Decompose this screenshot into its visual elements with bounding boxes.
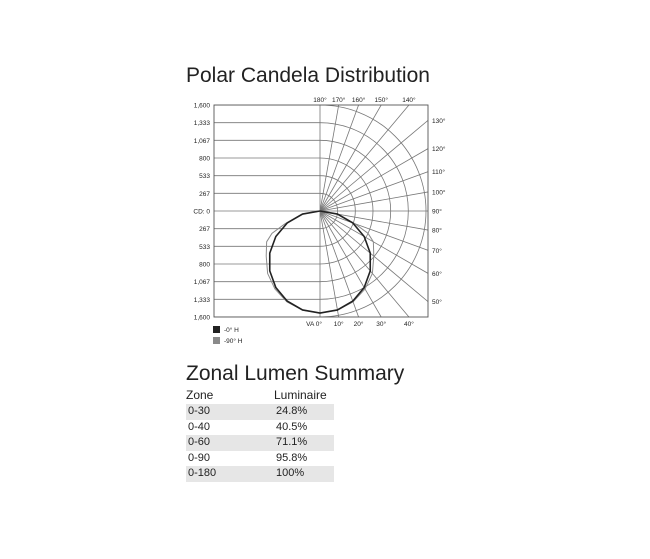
angle-label-right: 90°: [432, 208, 442, 216]
grid-radial-170: [319, 105, 340, 212]
grid-radial-60: [319, 210, 428, 274]
chart-frame: [213, 104, 429, 318]
angle-label-right: 130°: [432, 117, 446, 125]
cd-tick-label: 1,600: [194, 315, 211, 322]
angle-label-bottom: 30°: [376, 320, 386, 328]
grid-radial-10: [319, 210, 340, 317]
zonal-title: Zonal Lumen Summary: [186, 362, 405, 385]
legend-swatch: [213, 326, 220, 333]
luminaire-cell: 71.1%: [276, 436, 308, 449]
zone-cell: 0-60: [188, 436, 211, 449]
table-row: 0-40 40.5%: [186, 420, 334, 436]
angle-label-top: 150°: [374, 96, 388, 104]
luminaire-cell: 40.5%: [276, 420, 308, 433]
cd-tick-label: 1,333: [194, 297, 211, 304]
grid-radial-100: [319, 191, 428, 212]
grid-radial-30: [319, 210, 382, 317]
angle-label-right: 70°: [432, 247, 442, 255]
grid-radial-150: [319, 105, 382, 212]
zonal-lumen-table: Zone Luminaire 0-30 24.8% 0-40 40.5% 0-60 7…: [186, 388, 334, 482]
header-zone: Zone: [186, 388, 214, 402]
grid-radial-110: [319, 171, 428, 212]
grid-radial-120: [319, 148, 428, 212]
table-row: 0-30 24.8%: [186, 404, 334, 420]
angle-label-top: 160°: [352, 96, 366, 104]
series-curve-0H: [268, 210, 372, 314]
angle-label-top: 180°: [313, 96, 327, 104]
legend-swatch: [213, 337, 220, 344]
cd-tick-label: 533: [199, 173, 210, 180]
angle-label-bottom: 40°: [404, 320, 414, 328]
angle-label-bottom: 20°: [354, 320, 364, 328]
cd-tick-label: 533: [199, 244, 210, 251]
angle-label-right: 80°: [432, 227, 442, 235]
cd-tick-label: 1,067: [194, 138, 211, 145]
luminaire-cell: 100%: [276, 467, 305, 480]
zone-cell: 0-30: [188, 405, 211, 417]
table-row: 0-90 95.8%: [186, 451, 334, 467]
cd-tick-label: 1,333: [194, 120, 211, 127]
legend-label: -0° H: [224, 326, 239, 334]
angle-label-top: 170°: [332, 96, 346, 104]
angle-label-right: 50°: [432, 298, 442, 306]
legend-label: -90° H: [224, 337, 243, 345]
grid-radial-80: [319, 210, 428, 231]
angle-label-bottom: VA 0°: [306, 320, 322, 328]
grid-radial-20: [319, 210, 360, 317]
polar-chart-title: Polar Candela Distribution: [186, 64, 430, 87]
grid-radial-160: [319, 105, 360, 212]
table-row: 0-180 100%: [186, 466, 334, 482]
angle-label-right: 60°: [432, 270, 442, 278]
cd-tick-label: 1,600: [194, 103, 211, 110]
grid-radial-50: [319, 210, 428, 303]
angle-label-right: 110°: [432, 168, 445, 176]
grid-radial-70: [319, 210, 428, 251]
cd-tick-label: 267: [199, 191, 210, 198]
table-header: Zone Luminaire: [186, 388, 334, 404]
header-luminaire: Luminaire: [274, 388, 327, 402]
grid-radial-140: [319, 105, 410, 212]
cd-tick-label: 800: [199, 262, 210, 269]
angle-label-right: 100°: [432, 188, 446, 196]
table-row: 0-60 71.1%: [186, 435, 334, 451]
grid-radial-130: [319, 119, 428, 212]
zone-cell: 0-90: [188, 451, 211, 464]
grid-radial-40: [319, 210, 410, 317]
cd-tick-label: 1,067: [194, 279, 211, 286]
angle-label-bottom: 10°: [334, 320, 344, 328]
grid-group: [214, 105, 428, 317]
angle-label-top: 140°: [402, 96, 416, 104]
cd-tick-label: CD: 0: [193, 209, 210, 216]
angle-label-right: 120°: [432, 145, 446, 153]
cd-tick-label: 800: [199, 156, 210, 163]
cd-tick-label: 267: [199, 226, 210, 233]
luminaire-cell: 24.8%: [276, 405, 308, 417]
luminaire-cell: 95.8%: [276, 451, 308, 464]
zone-cell: 0-180: [188, 467, 217, 480]
zone-cell: 0-40: [188, 420, 211, 433]
